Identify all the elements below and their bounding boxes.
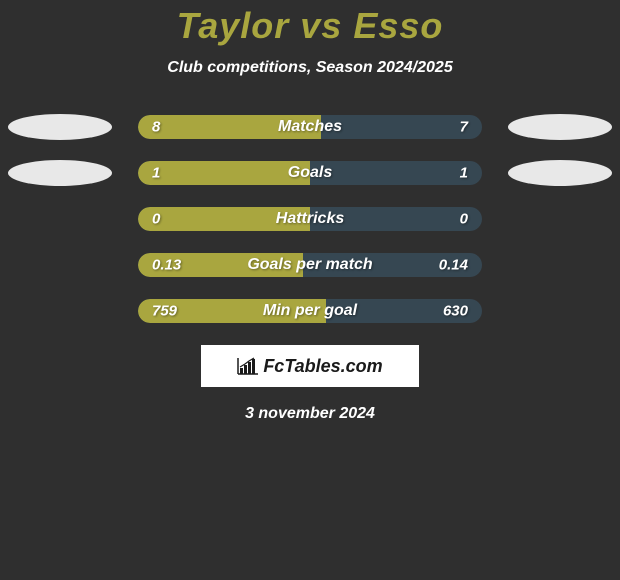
date-text: 3 november 2024 [0, 405, 620, 423]
page-title: Taylor vs Esso [0, 5, 620, 47]
stats-rows: 8 Matches 7 1 Goals 1 0 Hattricks 0 0.13 Goals per… [0, 115, 620, 323]
stat-bar: 1 Goals 1 [138, 161, 482, 185]
stat-row: 1 Goals 1 [0, 161, 620, 185]
stat-value-right: 630 [443, 303, 468, 320]
stat-value-left: 0 [152, 211, 160, 228]
team-badge-right [508, 160, 612, 186]
logo-box[interactable]: FcTables.com [201, 345, 419, 387]
stat-bar: 759 Min per goal 630 [138, 299, 482, 323]
stat-row: 759 Min per goal 630 [0, 299, 620, 323]
stat-label: Goals [288, 164, 332, 182]
stat-label: Matches [278, 118, 342, 136]
stat-bar: 0.13 Goals per match 0.14 [138, 253, 482, 277]
stat-value-left: 1 [152, 165, 160, 182]
stat-value-right: 0 [460, 211, 468, 228]
stat-row: 0.13 Goals per match 0.14 [0, 253, 620, 277]
stat-bar: 8 Matches 7 [138, 115, 482, 139]
team-badge-left [8, 114, 112, 140]
stat-value-left: 0.13 [152, 257, 181, 274]
team-badge-right [508, 114, 612, 140]
stat-row: 0 Hattricks 0 [0, 207, 620, 231]
stat-row: 8 Matches 7 [0, 115, 620, 139]
stat-bar: 0 Hattricks 0 [138, 207, 482, 231]
stat-label: Hattricks [276, 210, 344, 228]
stat-label: Goals per match [247, 256, 372, 274]
stat-label: Min per goal [263, 302, 357, 320]
logo-text: FcTables.com [263, 356, 382, 377]
stat-value-left: 8 [152, 119, 160, 136]
stat-value-right: 1 [460, 165, 468, 182]
bar-chart-icon [237, 357, 259, 375]
stat-bar-left-fill [138, 161, 310, 185]
stat-value-right: 0.14 [439, 257, 468, 274]
subtitle: Club competitions, Season 2024/2025 [0, 59, 620, 77]
stats-comparison-card: Taylor vs Esso Club competitions, Season… [0, 0, 620, 423]
team-badge-left [8, 160, 112, 186]
stat-value-right: 7 [460, 119, 468, 136]
stat-value-left: 759 [152, 303, 177, 320]
logo: FcTables.com [237, 356, 382, 377]
